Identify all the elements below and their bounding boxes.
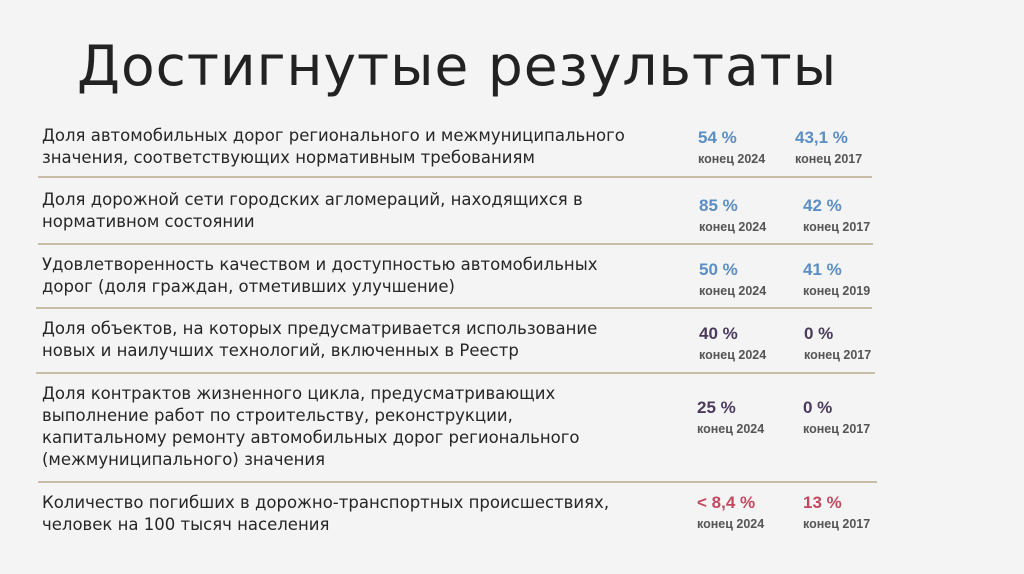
row-divider: [38, 481, 877, 483]
baseline-value: 0 % конец 2017: [804, 324, 872, 362]
indicator-description: Доля дорожной сети городских агломераций…: [42, 190, 583, 231]
target-value: 85 % конец 2024: [699, 196, 767, 234]
indicator-description: Количество погибших в дорожно-транспортн…: [42, 493, 610, 534]
indicator-description: Доля объектов, на которых предусматривае…: [42, 319, 598, 360]
indicator-description: Доля контрактов жизненного цикла, предус…: [42, 384, 580, 469]
target-value: 40 % конец 2024: [699, 324, 767, 362]
row-divider: [36, 307, 872, 309]
baseline-value: 13 % конец 2017: [803, 493, 871, 531]
baseline-value: 43,1 % конец 2017: [795, 128, 863, 166]
target-value: 50 % конец 2024: [699, 260, 767, 298]
target-value: < 8,4 % конец 2024: [697, 493, 765, 531]
baseline-value: 41 % конец 2019: [803, 260, 871, 298]
indicator-description: Доля автомобильных дорог регионального и…: [42, 126, 625, 167]
row-divider: [36, 372, 875, 374]
row-divider: [38, 176, 872, 178]
baseline-value: 0 % конец 2017: [803, 398, 871, 436]
indicator-description: Удовлетворенность качеством и доступност…: [42, 255, 598, 296]
baseline-value: 42 % конец 2017: [803, 196, 871, 234]
row-divider: [38, 243, 873, 245]
page-title: Достигнутые результаты: [77, 34, 838, 98]
target-value: 54 % конец 2024: [698, 128, 766, 166]
target-value: 25 % конец 2024: [697, 398, 765, 436]
